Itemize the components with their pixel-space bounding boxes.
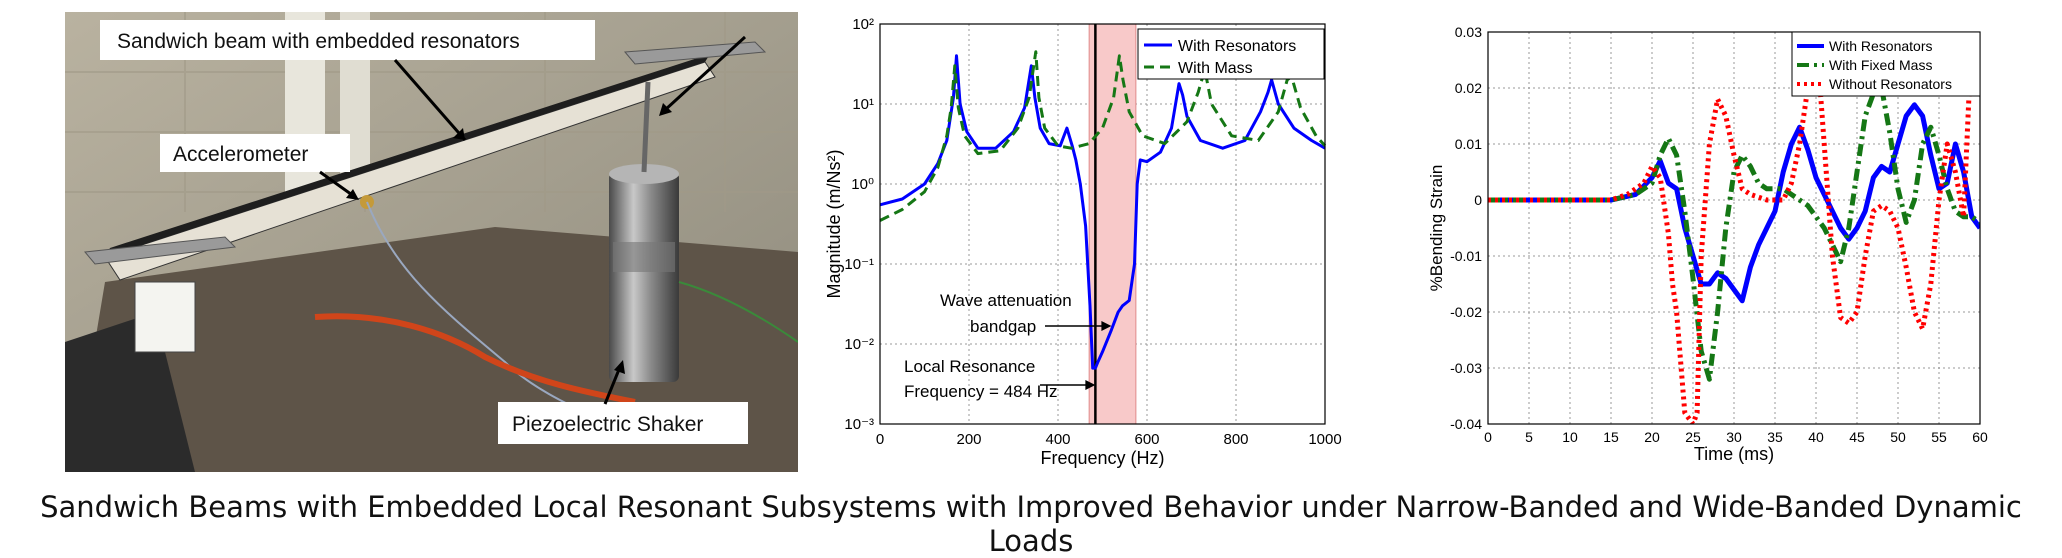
legend: With Resonators With Mass <box>1137 28 1325 80</box>
legend-entry: With Resonators <box>1178 38 1296 55</box>
x-axis-label: Time (ms) <box>1694 444 1774 464</box>
arrow-line <box>393 59 467 141</box>
legend-entry: Without Resonators <box>1829 76 1952 92</box>
label-beam: Sandwich beam with embedded resonators <box>117 30 520 53</box>
y-axis-ticks: -0.04 -0.03 -0.02 -0.01 0 0.01 0.02 0.03 <box>1450 24 1482 432</box>
label-shaker: Piezoelectric Shaker <box>512 413 703 436</box>
label-shaker-box <box>498 402 748 444</box>
x-tick-label: 0 <box>876 431 884 448</box>
arrowhead <box>346 189 359 200</box>
annotation-arrows <box>1040 321 1112 390</box>
shaker-body <box>609 172 679 382</box>
series-line <box>1488 32 1980 424</box>
arrowhead <box>659 103 672 116</box>
y-tick-label: 10² <box>852 16 874 33</box>
beam-top-layer <box>105 54 710 257</box>
y-tick-label: -0.01 <box>1450 248 1482 264</box>
y-axis-ticks: 10⁻³ 10⁻² 10⁻¹ 10⁰ 10¹ 10² <box>844 16 874 433</box>
legend: With Resonators With Fixed Mass Without Re… <box>1791 31 1981 97</box>
arrow-line <box>319 170 356 199</box>
legend-entry: With Fixed Mass <box>1829 57 1932 73</box>
arrow-line <box>663 35 747 112</box>
x-tick-label: 35 <box>1767 429 1783 445</box>
y-tick-label: 10⁻² <box>844 336 874 353</box>
legend-box <box>1137 28 1325 80</box>
x-tick-label: 45 <box>1849 429 1865 445</box>
y-tick-label: -0.04 <box>1450 416 1482 432</box>
series-line <box>1488 102 1980 304</box>
x-tick-label: 1000 <box>1308 431 1341 448</box>
series-line <box>1488 85 1980 382</box>
x-tick-label: 800 <box>1223 431 1248 448</box>
y-tick-label: 10⁻¹ <box>844 256 874 273</box>
legend-entry: With Resonators <box>1829 38 1932 54</box>
label-accelerometer: Accelerometer <box>173 143 308 166</box>
arrow-line <box>603 366 622 405</box>
y-tick-label: 0.01 <box>1455 136 1482 152</box>
clamp-plate <box>623 41 767 65</box>
x-tick-label: 55 <box>1931 429 1947 445</box>
bandgap-region <box>1088 23 1137 425</box>
x-tick-label: 5 <box>1525 429 1533 445</box>
x-axis-ticks: 0 5 10 15 20 25 30 35 40 45 50 55 60 <box>1484 429 1988 445</box>
x-tick-label: 10 <box>1562 429 1578 445</box>
label-accelerometer-box <box>160 134 350 172</box>
y-tick-label: 0.02 <box>1455 80 1482 96</box>
shaker-tape <box>613 242 675 272</box>
legend-entry: With Mass <box>1178 60 1253 77</box>
x-axis-ticks: 0 200 400 600 800 1000 <box>876 431 1342 448</box>
figure-caption: Sandwich Beams with Embedded Local Reson… <box>40 490 2022 558</box>
x-tick-label: 400 <box>1045 431 1070 448</box>
x-tick-label: 200 <box>956 431 981 448</box>
arrowhead <box>453 128 465 140</box>
clamp-plate <box>84 236 237 265</box>
x-tick-label: 20 <box>1644 429 1660 445</box>
green-cable <box>678 281 798 343</box>
annotation-resonance-line2: Frequency = 484 Hz <box>904 382 1058 401</box>
y-tick-label: 10⁻³ <box>844 416 874 433</box>
x-tick-label: 600 <box>1134 431 1159 448</box>
support-block <box>134 281 196 353</box>
stinger <box>641 81 651 173</box>
plot-frame <box>1487 31 1981 425</box>
x-axis-label: Frequency (Hz) <box>1040 448 1164 468</box>
y-axis-label: Magnitude (m/Ns²) <box>824 149 844 298</box>
power-cable <box>314 313 636 405</box>
bending-strain-chart: 0 5 10 15 20 25 30 35 40 45 50 55 60 -0.04 -0.03 -0.02… <box>1427 24 1988 464</box>
arrowhead <box>614 360 625 374</box>
y-axis-label: %Bending Strain <box>1427 165 1446 292</box>
x-tick-label: 15 <box>1603 429 1619 445</box>
y-tick-label: -0.03 <box>1450 360 1482 376</box>
x-tick-label: 0 <box>1484 429 1492 445</box>
y-tick-label: 10¹ <box>852 96 874 113</box>
y-tick-label: 0 <box>1474 192 1482 208</box>
y-tick-label: -0.02 <box>1450 304 1482 320</box>
series-group <box>879 50 1327 370</box>
arrowhead <box>1085 380 1096 390</box>
x-tick-label: 40 <box>1808 429 1824 445</box>
x-tick-label: 60 <box>1972 429 1988 445</box>
label-beam-box <box>100 20 595 60</box>
experiment-photo: Sandwich beam with embedded resonators A… <box>65 12 798 472</box>
series-line <box>879 54 1326 370</box>
series-line <box>879 50 1327 222</box>
annotation-bandgap-line1: Wave attenuation <box>940 291 1072 310</box>
y-tick-label: 10⁰ <box>851 176 874 193</box>
x-tick-label: 30 <box>1726 429 1742 445</box>
annotation-resonance-line1: Local Resonance <box>904 357 1035 376</box>
shaker-top <box>609 164 679 184</box>
x-tick-label: 50 <box>1890 429 1906 445</box>
annotation-bandgap-line2: bandgap <box>970 317 1036 336</box>
y-tick-label: 0.03 <box>1455 24 1482 40</box>
x-tick-label: 25 <box>1685 429 1701 445</box>
plot-frame <box>879 23 1326 425</box>
frequency-response-chart: 0 200 400 600 800 1000 10⁻³10⁻²10⁻¹10⁰10¹10² … <box>824 16 1342 468</box>
series-group <box>1488 32 1980 424</box>
arrowhead <box>1101 321 1112 331</box>
